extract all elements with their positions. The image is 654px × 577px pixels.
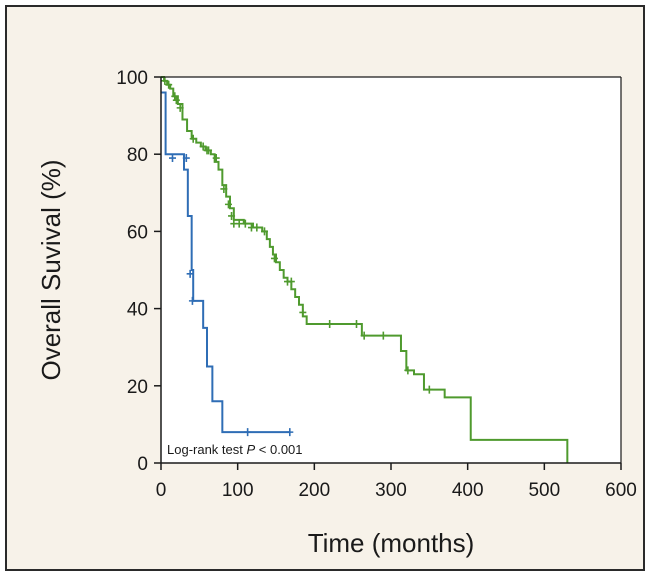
censor-mark bbox=[425, 385, 433, 394]
y-tick-label: 0 bbox=[137, 454, 148, 475]
x-tick-label: 200 bbox=[298, 480, 330, 501]
censor-mark bbox=[261, 227, 268, 236]
censor-mark bbox=[404, 366, 412, 375]
log-rank-annotation: Log-rank test P < 0.001 bbox=[167, 442, 303, 457]
censor-mark bbox=[182, 154, 190, 163]
survival-step-line bbox=[161, 76, 569, 463]
censor-mark bbox=[360, 331, 368, 340]
y-tick-label: 20 bbox=[127, 377, 148, 398]
x-tick-label: 0 bbox=[156, 480, 167, 501]
censor-mark bbox=[326, 320, 334, 329]
annotation-stat: P bbox=[247, 442, 256, 457]
survival-step-line bbox=[161, 91, 290, 434]
survival-chart: 0 100 200 300 400 500 600 0 20 40 60 80 100 Time (mo… bbox=[36, 68, 637, 558]
axis-layer: 0 100 200 300 400 500 600 0 20 40 60 80 100 bbox=[116, 68, 637, 501]
censor-mark bbox=[244, 428, 252, 437]
y-tick-label: 100 bbox=[116, 68, 148, 89]
censor-mark bbox=[299, 308, 307, 317]
figure-panel: 0 100 200 300 400 500 600 0 20 40 60 80 100 Time (mo… bbox=[5, 5, 645, 571]
censor-mark bbox=[199, 142, 207, 151]
censor-mark bbox=[169, 154, 176, 163]
censor-mark bbox=[212, 154, 220, 163]
censor-mark bbox=[241, 219, 249, 228]
censor-mark bbox=[379, 331, 387, 340]
censor-mark bbox=[188, 296, 196, 305]
censor-mark bbox=[189, 134, 197, 143]
censor-mark bbox=[220, 184, 228, 193]
censor-mark bbox=[186, 269, 194, 278]
x-tick-label: 400 bbox=[452, 480, 484, 501]
censor-mark bbox=[165, 80, 173, 89]
censor-mark bbox=[228, 211, 236, 220]
censor-mark bbox=[287, 277, 295, 286]
annotation-suffix: < 0.001 bbox=[255, 442, 302, 457]
censor-mark bbox=[224, 200, 232, 209]
x-tick-label: 500 bbox=[528, 480, 560, 501]
censor-mark bbox=[172, 96, 180, 105]
y-axis-title: Overall Suvival (%) bbox=[36, 159, 66, 380]
x-axis-title: Time (months) bbox=[308, 528, 475, 558]
plot-area bbox=[161, 77, 621, 463]
censor-mark bbox=[161, 76, 169, 85]
y-tick-label: 80 bbox=[127, 145, 148, 166]
y-tick-label: 40 bbox=[127, 300, 148, 321]
y-tick-label: 60 bbox=[127, 222, 148, 243]
series-1 bbox=[161, 76, 569, 463]
series-2 bbox=[161, 91, 294, 437]
series-layer bbox=[161, 76, 569, 463]
censor-mark bbox=[286, 428, 294, 437]
censor-mark bbox=[353, 320, 360, 329]
censor-mark bbox=[176, 103, 184, 112]
censor-mark bbox=[253, 223, 261, 232]
x-tick-label: 600 bbox=[605, 480, 637, 501]
annotation-prefix: Log-rank test bbox=[167, 442, 247, 457]
censor-mark bbox=[235, 219, 243, 228]
x-tick-label: 300 bbox=[375, 480, 407, 501]
censor-mark bbox=[270, 254, 278, 263]
censor-mark bbox=[205, 146, 213, 155]
x-tick-label: 100 bbox=[222, 480, 254, 501]
